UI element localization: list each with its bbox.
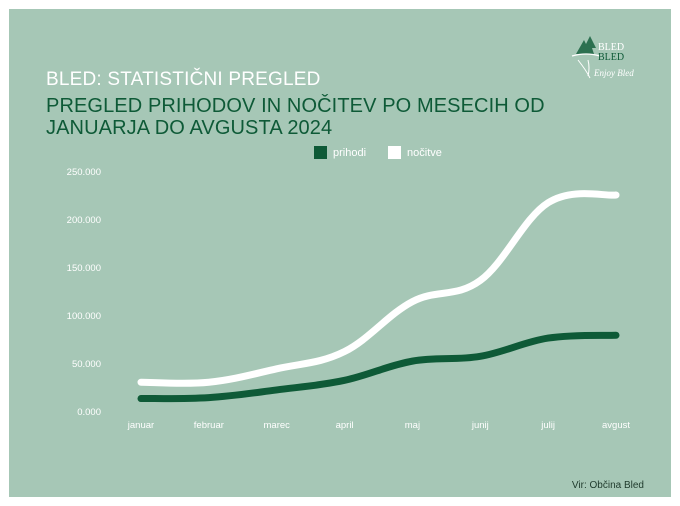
x-tick-label: avgust bbox=[602, 420, 630, 431]
legend-label-nocitve: nočitve bbox=[407, 146, 442, 159]
series-line-nocitve bbox=[137, 190, 620, 387]
x-tick-label: april bbox=[336, 420, 354, 431]
chart-legend: prihodi nočitve bbox=[314, 146, 458, 159]
x-tick-label: julij bbox=[540, 420, 555, 431]
y-tick-label: 100.000 bbox=[67, 311, 101, 322]
y-tick-label: 0.000 bbox=[77, 407, 101, 418]
x-tick-label: junij bbox=[471, 420, 489, 431]
x-tick-label: marec bbox=[264, 420, 291, 431]
x-tick-label: maj bbox=[405, 420, 420, 431]
chart-subtitle: BLED: STATISTIČNI PREGLED bbox=[46, 69, 321, 90]
legend-label-prihodi: prihodi bbox=[333, 146, 367, 159]
legend-swatch-nocitve bbox=[388, 146, 402, 159]
y-tick-label: 250.000 bbox=[67, 167, 101, 178]
logo-line1: BLED bbox=[598, 42, 625, 53]
chart-card bbox=[9, 9, 671, 497]
logo-tagline: Enjoy Bled bbox=[594, 68, 634, 78]
x-tick-label: januar bbox=[127, 420, 154, 431]
y-tick-label: 200.000 bbox=[67, 215, 101, 226]
x-tick-label: februar bbox=[194, 420, 224, 431]
legend-item-nocitve: nočitve bbox=[388, 146, 442, 159]
source-note: Vir: Občina Bled bbox=[571, 480, 644, 491]
legend-item-prihodi: prihodi bbox=[314, 146, 366, 159]
y-tick-label: 150.000 bbox=[67, 263, 101, 274]
chart-title: PREGLED PRIHODOV IN NOČITEV PO MESECIH O… bbox=[46, 95, 545, 139]
bled-logo-icon bbox=[571, 36, 601, 79]
y-tick-label: 50.000 bbox=[72, 359, 101, 370]
legend-swatch-prihodi bbox=[314, 146, 327, 159]
series-line-prihodi bbox=[137, 331, 620, 403]
logo-text: BLED BLED bbox=[598, 43, 624, 63]
logo-line2: BLED bbox=[598, 52, 625, 63]
